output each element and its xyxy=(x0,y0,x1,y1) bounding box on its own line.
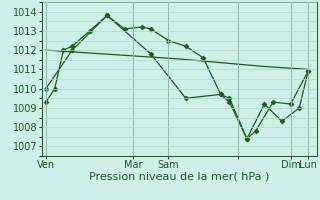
X-axis label: Pression niveau de la mer( hPa ): Pression niveau de la mer( hPa ) xyxy=(89,172,269,182)
